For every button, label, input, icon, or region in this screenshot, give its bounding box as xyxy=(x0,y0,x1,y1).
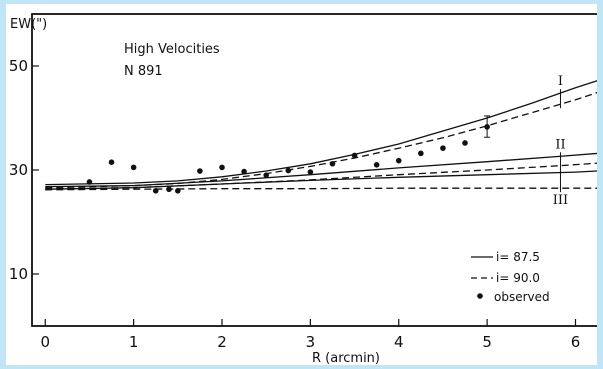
y-axis-label: EW(") xyxy=(10,17,47,32)
observed-point xyxy=(197,168,203,174)
observed-point xyxy=(462,140,468,146)
x-tick-label: 3 xyxy=(306,333,316,351)
observed-point xyxy=(219,165,225,171)
observed-point xyxy=(352,153,358,159)
curve-i-solid xyxy=(45,81,597,185)
curve-ii-dashed xyxy=(45,163,597,189)
x-tick-label: 5 xyxy=(482,333,492,351)
curve-ii-solid xyxy=(45,153,597,186)
observed-point xyxy=(153,188,159,194)
legend-label-87-5: i= 87.5 xyxy=(496,250,540,264)
observed-point xyxy=(175,188,181,194)
observed-point xyxy=(396,158,402,164)
observed-point xyxy=(166,186,172,192)
x-tick-label: 4 xyxy=(394,333,404,351)
legend: i= 87.5 i= 90.0 observed xyxy=(471,250,550,304)
observed-point xyxy=(241,169,247,175)
observed-point xyxy=(285,168,291,174)
y-tick-label: 50 xyxy=(9,57,28,75)
x-tick-label: 1 xyxy=(129,333,139,351)
observed-point xyxy=(330,161,336,167)
observed-point xyxy=(418,151,424,157)
observed-point xyxy=(263,172,269,178)
observed-point xyxy=(440,145,446,151)
curve-label-ii: II xyxy=(555,137,565,152)
observed-point xyxy=(109,159,115,165)
y-axis: 10 30 50 xyxy=(9,57,39,283)
chart-title: High Velocities xyxy=(124,42,220,57)
model-curves xyxy=(45,81,597,190)
y-tick-label: 30 xyxy=(9,161,28,179)
observed-point xyxy=(131,165,137,171)
x-tick-label: 6 xyxy=(571,333,581,351)
x-tick-label: 0 xyxy=(40,333,50,351)
x-axis-label: R (arcmin) xyxy=(312,351,380,365)
x-tick-label: 2 xyxy=(217,333,227,351)
observed-point xyxy=(87,179,93,185)
observed-point xyxy=(374,162,380,168)
observed-point xyxy=(308,169,314,175)
curve-label-iii: III xyxy=(553,193,568,208)
y-tick-label: 10 xyxy=(9,265,28,283)
legend-label-observed: observed xyxy=(494,290,550,304)
legend-label-90-0: i= 90.0 xyxy=(496,271,540,285)
chart-subtitle: N 891 xyxy=(124,64,163,79)
curve-label-i: I xyxy=(558,74,563,89)
x-axis: 0 1 2 3 4 5 6 xyxy=(40,319,580,351)
legend-observed-dot xyxy=(477,293,483,299)
